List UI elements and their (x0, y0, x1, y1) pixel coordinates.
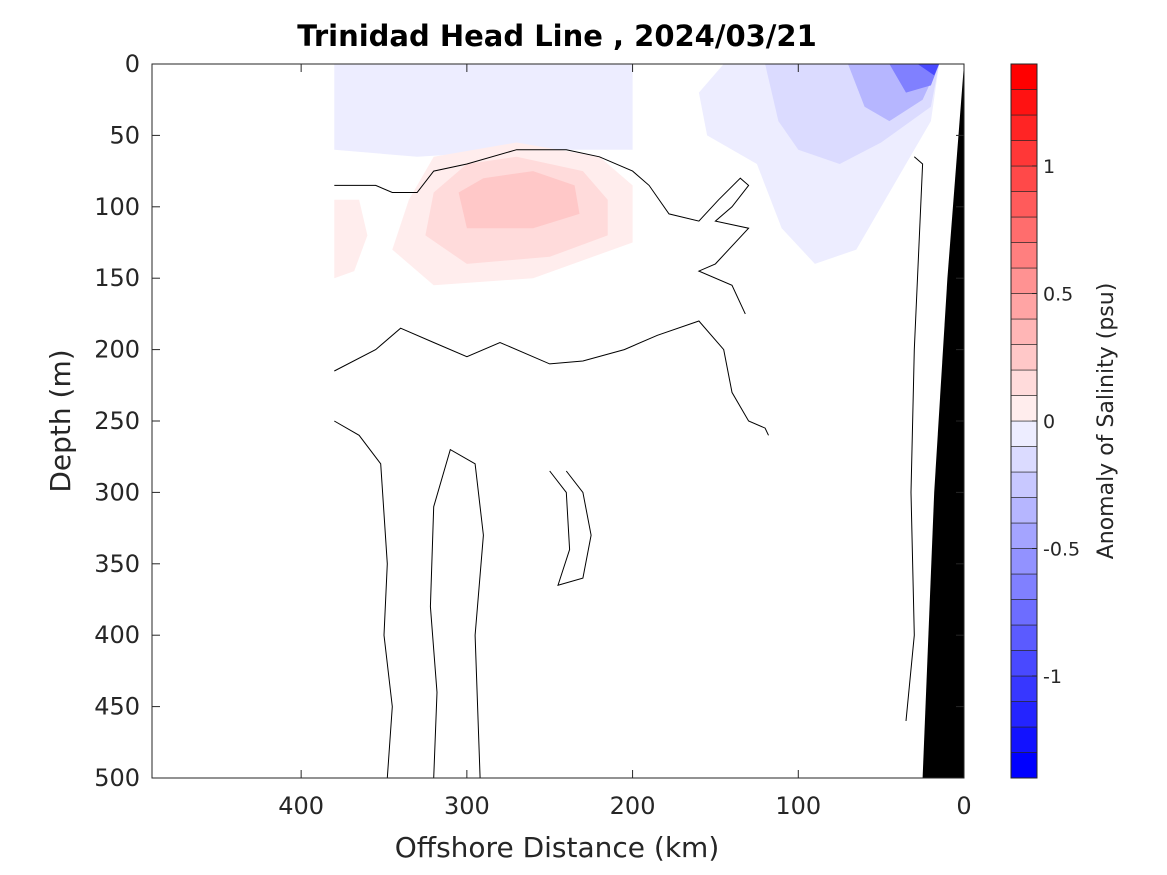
y-tick-label: 100 (94, 193, 140, 221)
colorbar-swatch (1010, 650, 1038, 677)
colorbar-swatch (1010, 573, 1038, 600)
colorbar-swatch (1010, 675, 1038, 702)
x-axis-label: Offshore Distance (km) (395, 831, 720, 864)
colorbar-swatch (1010, 242, 1038, 269)
plot-area (152, 64, 964, 778)
zero-contour-lens (549, 470, 592, 586)
filled-region-nearshore-negative-3 (889, 64, 940, 93)
colorbar-tick-label: -1 (1043, 666, 1062, 688)
colorbar-swatch (1010, 293, 1038, 320)
colorbar-swatch (1010, 446, 1038, 473)
x-tick-label: 100 (775, 792, 821, 820)
y-tick-label: 350 (94, 550, 140, 578)
colorbar-tick-label: -0.5 (1043, 539, 1080, 561)
colorbar-swatch (1010, 471, 1038, 498)
filled-region-nearshore-negative-4 (917, 64, 940, 76)
colorbar-swatch (1010, 548, 1038, 575)
colorbar-swatch (1010, 89, 1038, 116)
colorbar-label: Anomaly of Salinity (psu) (1094, 283, 1119, 560)
colorbar-swatch (1010, 165, 1038, 192)
filled-region-western-positive (334, 199, 368, 279)
y-tick-label: 400 (94, 621, 140, 649)
colorbar-swatch (1010, 522, 1038, 549)
x-tick-label: 200 (610, 792, 656, 820)
colorbar-swatch (1010, 701, 1038, 728)
colorbar-swatch (1010, 216, 1038, 243)
colorbar-swatch (1010, 624, 1038, 651)
colorbar-swatch (1010, 344, 1038, 371)
x-tick-label: 300 (444, 792, 490, 820)
colorbar-swatch (1010, 599, 1038, 626)
axes: 400 300 200 100 0 0 50 100 150 200 250 300 350 400 450… (94, 50, 971, 820)
y-tick-label: 150 (94, 264, 140, 292)
zero-contour-mid (334, 320, 769, 436)
colorbar-swatch (1010, 420, 1038, 447)
colorbar-swatch (1010, 267, 1038, 294)
colorbar-tick-label: 0.5 (1043, 284, 1073, 306)
colorbar-swatch (1010, 395, 1038, 422)
colorbar-swatch (1010, 752, 1038, 779)
zero-contour-upper (334, 149, 750, 315)
zero-contour-nearshore (905, 156, 924, 721)
colorbar-swatch (1010, 369, 1038, 396)
y-tick-label: 450 (94, 693, 140, 721)
y-tick-label: 0 (125, 50, 140, 78)
y-tick-label: 500 (94, 764, 140, 792)
filled-region-subsurface-positive-3 (458, 171, 580, 229)
colorbar-swatch (1010, 140, 1038, 167)
y-axis-label: Depth (m) (44, 349, 77, 492)
y-tick-label: 250 (94, 407, 140, 435)
colorbar-tick-label: 1 (1043, 156, 1055, 178)
colorbar-swatch (1010, 114, 1038, 141)
colorbar-swatch (1010, 318, 1038, 345)
colorbar-tick-label: 0 (1043, 411, 1055, 433)
zero-contour-west-column (334, 420, 393, 778)
colorbar-swatch (1010, 497, 1038, 524)
y-tick-label: 300 (94, 478, 140, 506)
colorbar-swatch (1010, 191, 1038, 218)
filled-region-surface-negative-west (334, 64, 633, 157)
y-tick-label: 200 (94, 336, 140, 364)
x-tick-label: 400 (278, 792, 324, 820)
colorbar-swatch (1010, 726, 1038, 753)
y-tick-label: 50 (109, 121, 140, 149)
colorbar: -1 -0.5 0 0.5 1 (1010, 63, 1080, 779)
colorbar-swatch (1010, 63, 1038, 90)
land-mask (922, 64, 964, 778)
chart-title: Trinidad Head Line , 2024/03/21 (297, 19, 817, 53)
x-tick-label: 0 (956, 792, 971, 820)
zero-contour-column-2 (429, 448, 484, 778)
